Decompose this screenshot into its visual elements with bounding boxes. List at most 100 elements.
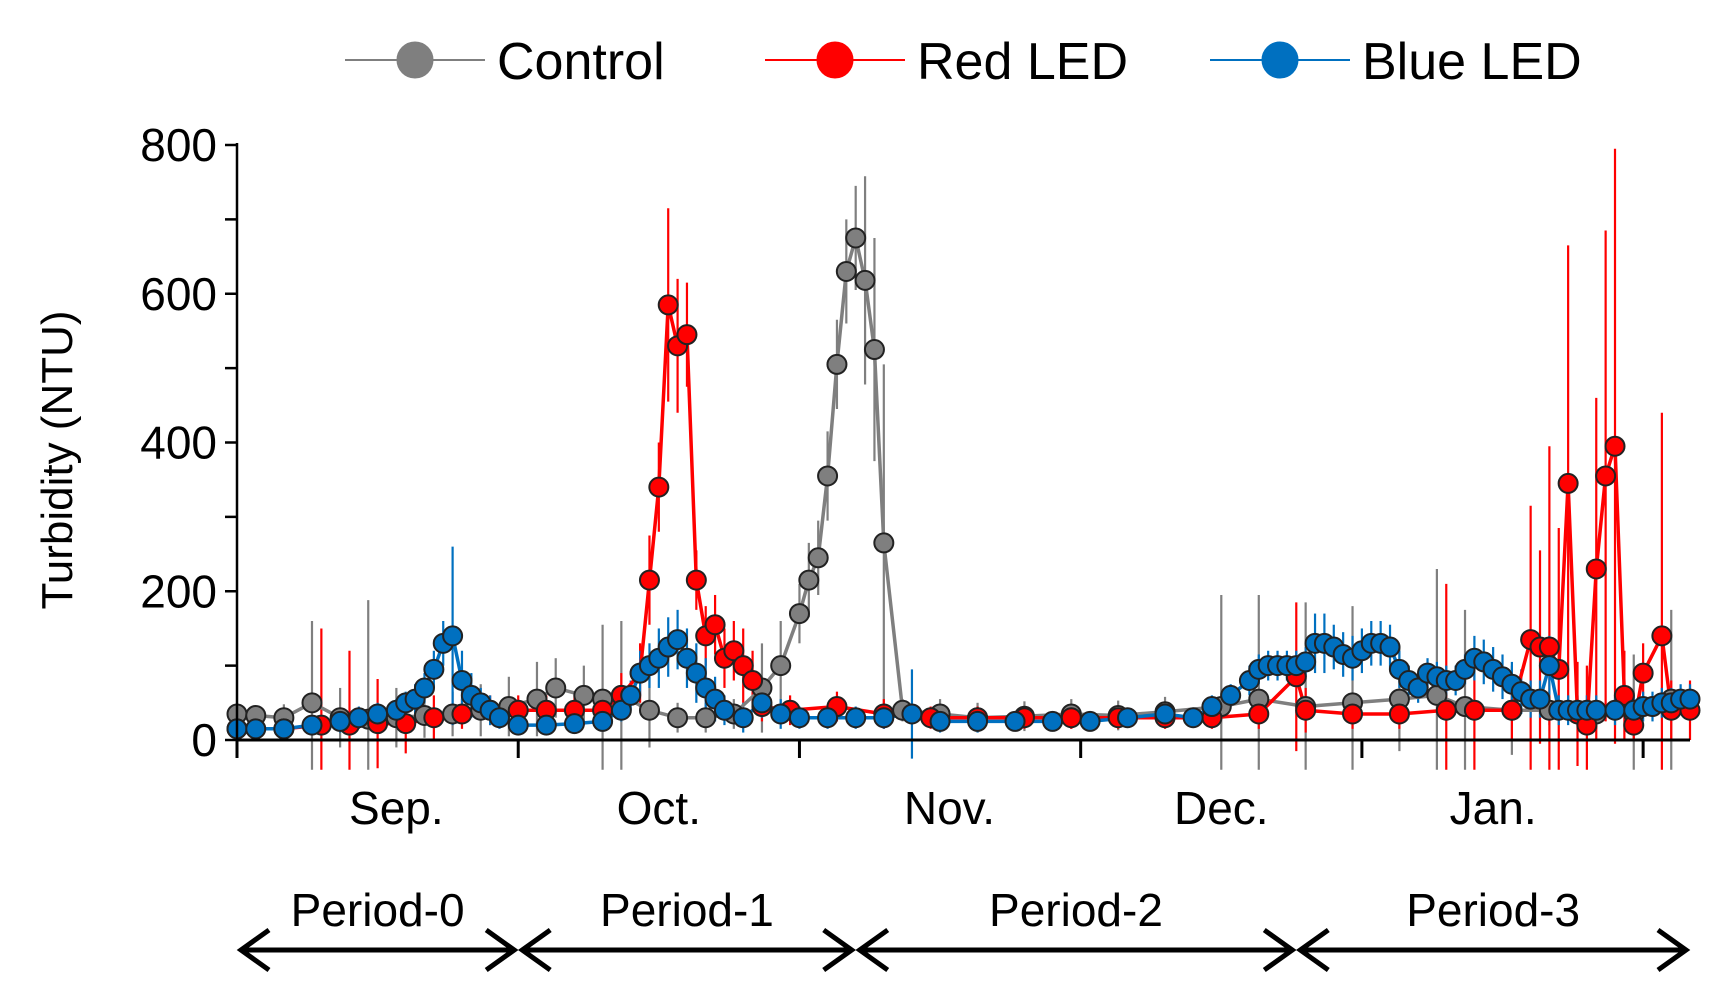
month-labels: Sep. Oct. Nov. Dec. Jan. [349,782,1537,834]
period-annotations: Period-0 Period-1 Period-2 Period-3 [236,884,1691,973]
red-led-point [1632,662,1654,684]
blue-led-point [1220,684,1242,706]
month-label: Oct. [617,782,701,834]
month-label: Sep. [349,782,444,834]
period-arrow-left-head [517,927,552,973]
legend-blue-led-marker [1261,41,1299,79]
period-arrow-left-head [855,927,890,973]
axes: 0 200 400 600 800 [140,119,1690,766]
control-point [667,707,689,729]
red-led-point [1060,707,1082,729]
blue-led-point [348,707,370,729]
blue-led-point [751,692,773,714]
red-led-point [451,703,473,725]
blue-led-point [1004,710,1026,732]
control-point [301,692,323,714]
blue-led-point [901,703,923,725]
blue-led-point [367,703,389,725]
control-point [835,260,857,282]
blue-led-point [1529,688,1551,710]
control-point [826,353,848,375]
plot-area: 0 200 400 600 800 [140,119,1701,770]
month-label: Jan. [1450,782,1537,834]
blue-led-point [413,677,435,699]
legend-red-led-label: Red LED [917,33,1128,91]
blue-led-point [507,714,529,736]
red-led-point [657,294,679,316]
red-led-point [1604,435,1626,457]
red-led-point [1538,636,1560,658]
blue-led-point [1117,707,1139,729]
blue-led-point [845,707,867,729]
blue-led-point [273,718,295,740]
red-led-point [648,476,670,498]
blue-led-point [301,714,323,736]
y-tick-label: 0 [191,714,217,766]
blue-led-point [1154,703,1176,725]
blue-led-point [788,707,810,729]
red-led-point [1613,684,1635,706]
red-led-point [1463,699,1485,721]
red-led-point [676,324,698,346]
blue-led-point [1042,710,1064,732]
red-led-point [1388,703,1410,725]
blue-led-point [1201,696,1223,718]
red-led-point [423,707,445,729]
red-led-point [723,640,745,662]
control-point [854,269,876,291]
blue-led-point [488,707,510,729]
red-led-point [685,569,707,591]
blue-led-point [770,703,792,725]
control-point [873,532,895,554]
blue-led-point [667,629,689,651]
red-led-point [1295,699,1317,721]
legend-control-marker [396,41,434,79]
y-tick-label: 200 [140,565,217,617]
blue-led-point [732,707,754,729]
legend-red-led-marker [816,41,854,79]
period-label: Period-3 [1406,884,1580,936]
blue-led-point [1379,636,1401,658]
red-led-point [1342,703,1364,725]
y-axis-label: Turbidity (NTU) [33,310,82,609]
legend-control-label: Control [497,33,665,91]
blue-led-point [620,684,642,706]
blue-led-point [1679,688,1701,710]
red-led-point [1501,699,1523,721]
period-arrow-right-head [484,927,519,973]
control-point [863,339,885,361]
blue-led-point [451,670,473,691]
blue-led-point [967,710,989,732]
red-led-point [1595,465,1617,487]
red-led-point [1557,472,1579,494]
blue-led-point [1604,699,1626,721]
y-tick-label: 800 [140,119,217,171]
month-label: Dec. [1174,782,1269,834]
blue-led-point [676,647,698,669]
month-label: Nov. [904,782,995,834]
period-arrow-right-head [1262,927,1297,973]
blue-led-point [423,658,445,680]
control-point [638,699,660,721]
red-led-point [742,670,764,691]
blue-led-point [713,699,735,721]
control-point [770,655,792,677]
control-point [788,603,810,625]
series-markers [226,227,1701,740]
period-arrow-right-head [822,927,856,973]
blue-led-point [592,710,614,732]
blue-led-point [1585,699,1607,721]
red-led-point [704,614,726,636]
blue-led-point [610,699,632,721]
blue-led-point [442,625,464,647]
blue-led-point [1538,655,1560,677]
red-led-point [1585,558,1607,580]
period-arrow-left-head [236,927,271,973]
control-point [807,547,829,569]
period-label: Period-0 [291,884,465,936]
blue-led-point [685,662,707,684]
red-led-point [1651,625,1673,647]
legend: Control Red LED Blue LED [345,33,1582,91]
blue-led-point [929,710,951,732]
